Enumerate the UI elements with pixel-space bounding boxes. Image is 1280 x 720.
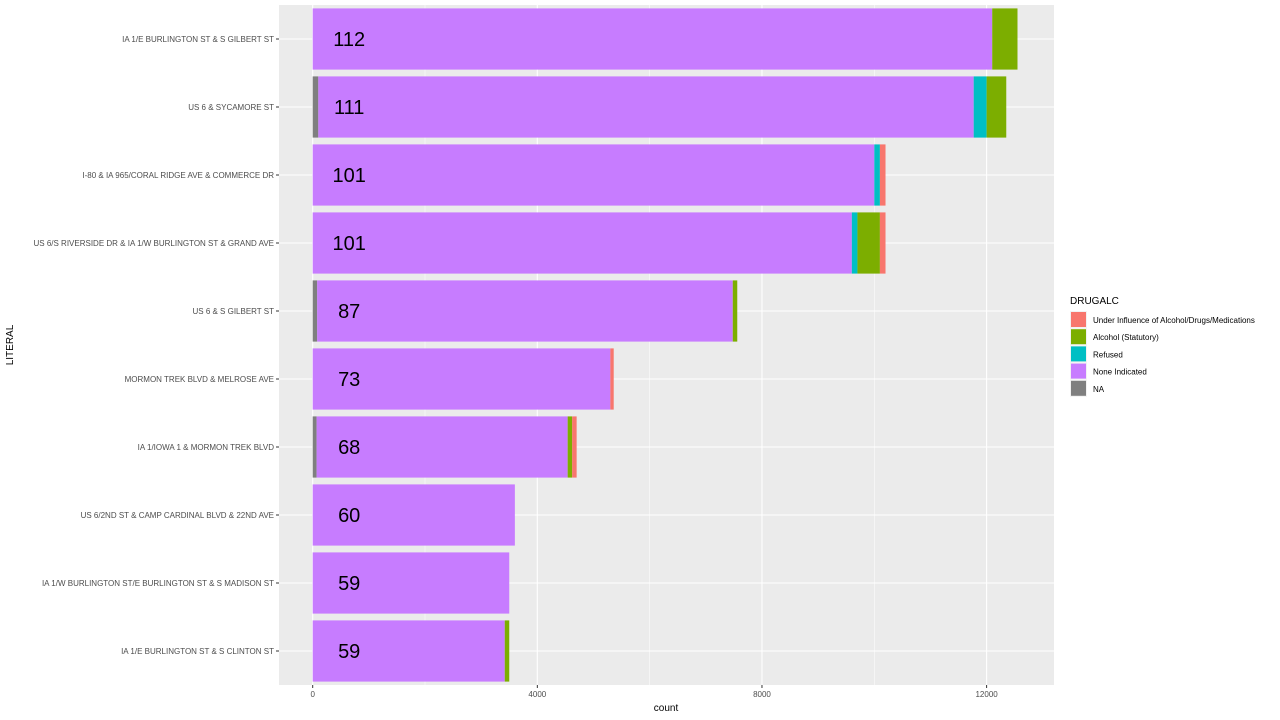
legend-label: Refused (1093, 350, 1123, 359)
bar-segment (312, 416, 317, 478)
bar-segment (986, 76, 1007, 138)
bar-segment (992, 8, 1018, 70)
bar-segment (312, 144, 875, 206)
bar-labels: 112 111 101 101 87 73 68 60 59 59 (333, 29, 366, 663)
legend-swatch (1071, 329, 1086, 345)
legend-swatch (1071, 312, 1086, 327)
bar-count-label: 112 (333, 29, 365, 51)
legend-label: NA (1093, 385, 1105, 394)
legend-swatch (1071, 380, 1086, 396)
bar-segment (312, 280, 318, 342)
legend-label: Under Influence of Alcohol/Drugs/Medicat… (1093, 316, 1255, 325)
y-axis: IA 1/E BURLINGTON ST & S GILBERT ST US 6 … (33, 35, 279, 656)
legend: DRUGALC Under Influence of Alcohol/Drugs… (1070, 296, 1255, 397)
y-tick-label: MORMON TREK BLVD & MELROSE AVE (125, 375, 274, 384)
bar-segment (732, 280, 738, 342)
bar-segment (504, 620, 510, 682)
x-axis-title: count (654, 703, 679, 714)
x-axis: 0 4000 8000 12000 (310, 685, 998, 699)
bar-count-label: 59 (338, 573, 360, 595)
bar-count-label: 59 (338, 641, 360, 663)
bar-segment (610, 348, 614, 410)
bar-segment (316, 416, 568, 478)
y-tick-label: US 6 & S GILBERT ST (192, 307, 274, 316)
bar-segment (879, 212, 886, 274)
bar-segment (857, 212, 880, 274)
bar-count-label: 60 (338, 505, 360, 527)
y-tick-label: IA 1/E BURLINGTON ST & S CLINTON ST (121, 647, 274, 656)
bars (312, 8, 1018, 682)
bar-segment (318, 76, 974, 138)
bar-count-label: 73 (338, 369, 360, 391)
bar-count-label: 101 (333, 233, 366, 255)
y-tick-label: IA 1/IOWA 1 & MORMON TREK BLVD (138, 443, 275, 452)
bar-segment (312, 348, 611, 410)
bar-count-label: 101 (333, 165, 366, 187)
y-tick-label: US 6/2ND ST & CAMP CARDINAL BLVD & 22ND … (81, 511, 274, 520)
bar-count-label: 68 (338, 437, 360, 459)
bar-segment (312, 484, 515, 546)
bar-segment (312, 552, 510, 614)
bar-segment (874, 144, 880, 206)
y-tick-label: US 6/S RIVERSIDE DR & IA 1/W BURLINGTON … (33, 239, 274, 248)
bar-segment (317, 280, 733, 342)
legend-swatch (1071, 363, 1086, 379)
bar-segment (973, 76, 987, 138)
x-tick-label: 4000 (528, 690, 546, 699)
bar-count-label: 111 (334, 97, 364, 119)
y-axis-title: LITERAL (5, 324, 16, 365)
bar-segment (312, 212, 852, 274)
bar-segment (312, 8, 993, 70)
y-tick-label: I-80 & IA 965/CORAL RIDGE AVE & COMMERCE… (82, 171, 274, 180)
x-tick-label: 8000 (753, 690, 771, 699)
y-tick-label: IA 1/E BURLINGTON ST & S GILBERT ST (122, 35, 274, 44)
x-tick-label: 0 (310, 690, 315, 699)
bar-count-label: 87 (338, 301, 360, 323)
y-tick-label: IA 1/W BURLINGTON ST/E BURLINGTON ST & S… (42, 579, 274, 588)
bar-segment (851, 212, 858, 274)
legend-title: DRUGALC (1070, 296, 1119, 307)
legend-label: Alcohol (Statutory) (1093, 333, 1159, 342)
bar-segment (567, 416, 573, 478)
bar-segment (572, 416, 577, 478)
bar-segment (312, 76, 319, 138)
bar-segment (879, 144, 886, 206)
legend-label: None Indicated (1093, 368, 1147, 377)
x-tick-label: 12000 (975, 690, 998, 699)
legend-swatch (1071, 346, 1086, 362)
y-tick-label: US 6 & SYCAMORE ST (188, 103, 274, 112)
bar-segment (312, 620, 505, 682)
